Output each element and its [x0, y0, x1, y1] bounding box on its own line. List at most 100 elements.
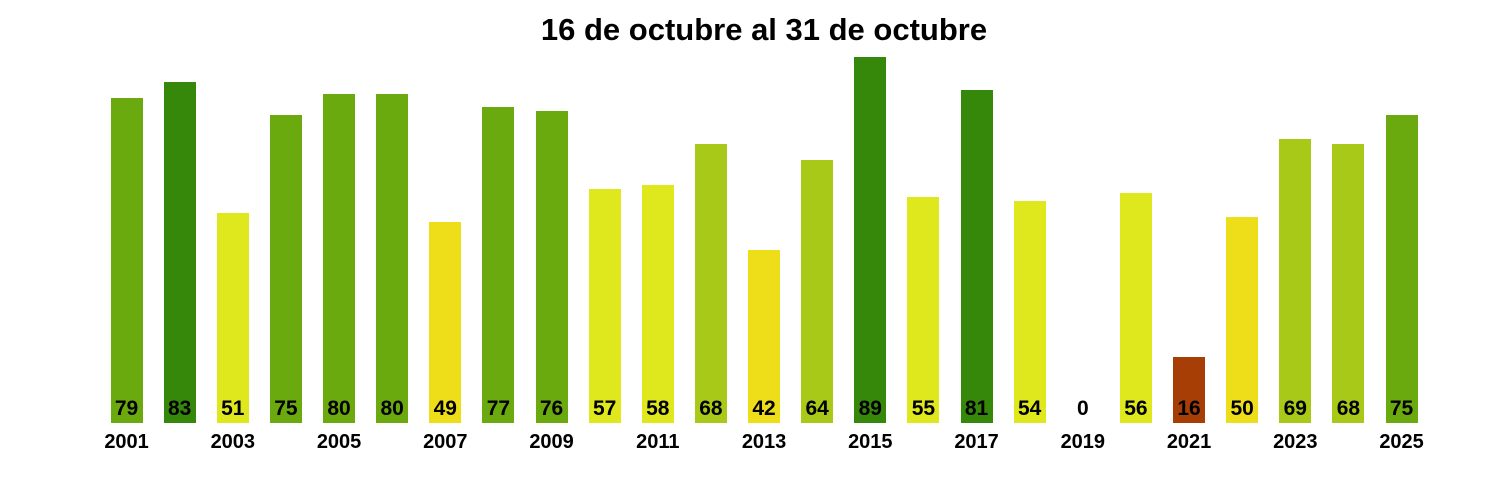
bar-slot-2024: 68 [1322, 57, 1375, 423]
bar-2016 [907, 197, 940, 423]
bar-value-label-2008: 77 [486, 397, 511, 420]
bar-value-label-2005: 80 [327, 397, 351, 420]
bar-slot-2012: 68 [684, 57, 737, 423]
bar-slot-2021: 16 [1163, 57, 1216, 423]
bar-2008 [482, 107, 515, 423]
bar-value-label-2018: 54 [1018, 397, 1042, 420]
bar-slot-2006: 80 [366, 57, 419, 423]
bar-value-label-2024: 68 [1336, 397, 1361, 420]
bar-slot-2022: 50 [1216, 57, 1269, 423]
bar-slot-2004: 75 [259, 57, 312, 423]
bar-value-label-2009: 76 [539, 397, 564, 420]
x-tick-label-2020 [1109, 431, 1162, 453]
bar-2013 [748, 250, 781, 423]
bar-value-label-2010: 57 [593, 397, 617, 420]
bar-2018 [1013, 201, 1046, 423]
bar-value-label-2007: 49 [433, 397, 457, 420]
bar-value-label-2004: 75 [274, 397, 298, 420]
bar-value-label-2022: 50 [1230, 397, 1254, 420]
bar-2006 [376, 94, 409, 423]
x-tick-label-2013: 2013 [741, 431, 787, 453]
bar-2002 [163, 82, 196, 423]
x-tick-label-2009: 2009 [529, 431, 574, 453]
x-tick-label-2019: 2019 [1060, 431, 1106, 453]
bar-slot-2020: 56 [1109, 57, 1162, 423]
bar-value-label-2016: 55 [911, 397, 936, 420]
x-tick-label-2010 [578, 431, 631, 453]
bar-slot-2008: 77 [472, 57, 525, 423]
bar-2020 [1119, 193, 1152, 423]
bar-2012 [694, 144, 727, 423]
bar-value-label-2023: 69 [1283, 397, 1307, 420]
bar-slot-2023: 69 [1269, 57, 1322, 423]
bar-value-label-2001: 79 [114, 397, 139, 420]
x-tick-label-2025: 2025 [1379, 431, 1424, 453]
bar-slot-2018: 54 [1003, 57, 1056, 423]
x-tick-label-2018 [1003, 431, 1056, 453]
bar-slot-2003: 51 [206, 57, 259, 423]
x-tick-label-2017: 2017 [954, 431, 999, 453]
bar-2024 [1332, 144, 1365, 423]
x-tick-label-2011: 2011 [636, 431, 680, 453]
bar-slot-2015: 89 [844, 57, 897, 423]
bar-slot-2005: 80 [313, 57, 366, 423]
x-tick-label-2004 [259, 431, 312, 453]
bar-slot-2001: 79 [100, 57, 153, 423]
bar-slot-2016: 55 [897, 57, 950, 423]
bar-value-label-2014: 64 [805, 397, 829, 420]
x-tick-label-2001: 2001 [104, 431, 149, 453]
bar-2022 [1226, 217, 1259, 423]
bar-2015 [854, 57, 887, 423]
x-tick-label-2002 [153, 431, 206, 453]
x-tick-label-2012 [684, 431, 737, 453]
bar-value-label-2006: 80 [380, 397, 404, 420]
bar-value-label-2012: 68 [699, 397, 723, 420]
x-tick-label-2024 [1322, 431, 1375, 453]
chart-title: 16 de octubre al 31 de octubre [540, 12, 988, 47]
bar-2009 [535, 111, 568, 423]
bar-slot-2002: 83 [153, 57, 206, 423]
x-tick-label-2016 [897, 431, 950, 453]
bar-2003 [216, 213, 249, 423]
x-tick-label-2005: 2005 [316, 431, 362, 453]
bars-row: 79 83 51 75 80 80 49 77 76 57 58 68 42 64 89 55 81 54 0 56 1… [100, 57, 1428, 423]
bar-value-label-2011: 58 [646, 397, 670, 420]
bar-slot-2010: 57 [578, 57, 631, 423]
bar-2011 [641, 185, 674, 423]
x-tick-label-2014 [791, 431, 844, 453]
x-tick-label-2015: 2015 [848, 431, 893, 453]
x-tick-label-2003: 2003 [210, 431, 256, 453]
x-tick-label-2007: 2007 [423, 431, 468, 453]
bar-2010 [588, 189, 621, 423]
bar-value-label-2002: 83 [168, 397, 192, 420]
x-tick-label-2022 [1216, 431, 1269, 453]
bar-slot-2017: 81 [950, 57, 1003, 423]
bar-2001 [110, 98, 143, 423]
bar-slot-2014: 64 [791, 57, 844, 423]
bar-2007 [429, 222, 462, 423]
bar-value-label-2025: 75 [1389, 397, 1414, 420]
bar-slot-2007: 49 [419, 57, 472, 423]
bar-slot-2011: 58 [631, 57, 684, 423]
bar-2025 [1385, 115, 1418, 423]
bar-2023 [1279, 139, 1312, 423]
x-tick-label-2023: 2023 [1273, 431, 1318, 453]
bar-2017 [960, 90, 993, 423]
bar-value-label-2020: 56 [1124, 397, 1148, 420]
bar-slot-2019: 0 [1056, 57, 1109, 423]
x-tick-label-2021: 2021 [1166, 431, 1212, 453]
bar-2005 [323, 94, 356, 423]
bar-slot-2025: 75 [1375, 57, 1428, 423]
bar-value-label-2021: 16 [1177, 397, 1201, 420]
bar-2004 [269, 115, 302, 423]
bar-value-label-2003: 51 [221, 397, 245, 420]
bar-2014 [801, 160, 834, 423]
bar-value-label-2017: 81 [964, 397, 989, 420]
bar-value-label-2019: 0 [1076, 397, 1089, 420]
x-axis-row: 2001 2003 2005 2007 2009 2011 2013 2015 2017 2019… [100, 431, 1428, 453]
bar-value-label-2013: 42 [752, 397, 776, 420]
x-tick-label-2006 [366, 431, 419, 453]
bar-slot-2009: 76 [525, 57, 578, 423]
x-tick-label-2008 [472, 431, 525, 453]
